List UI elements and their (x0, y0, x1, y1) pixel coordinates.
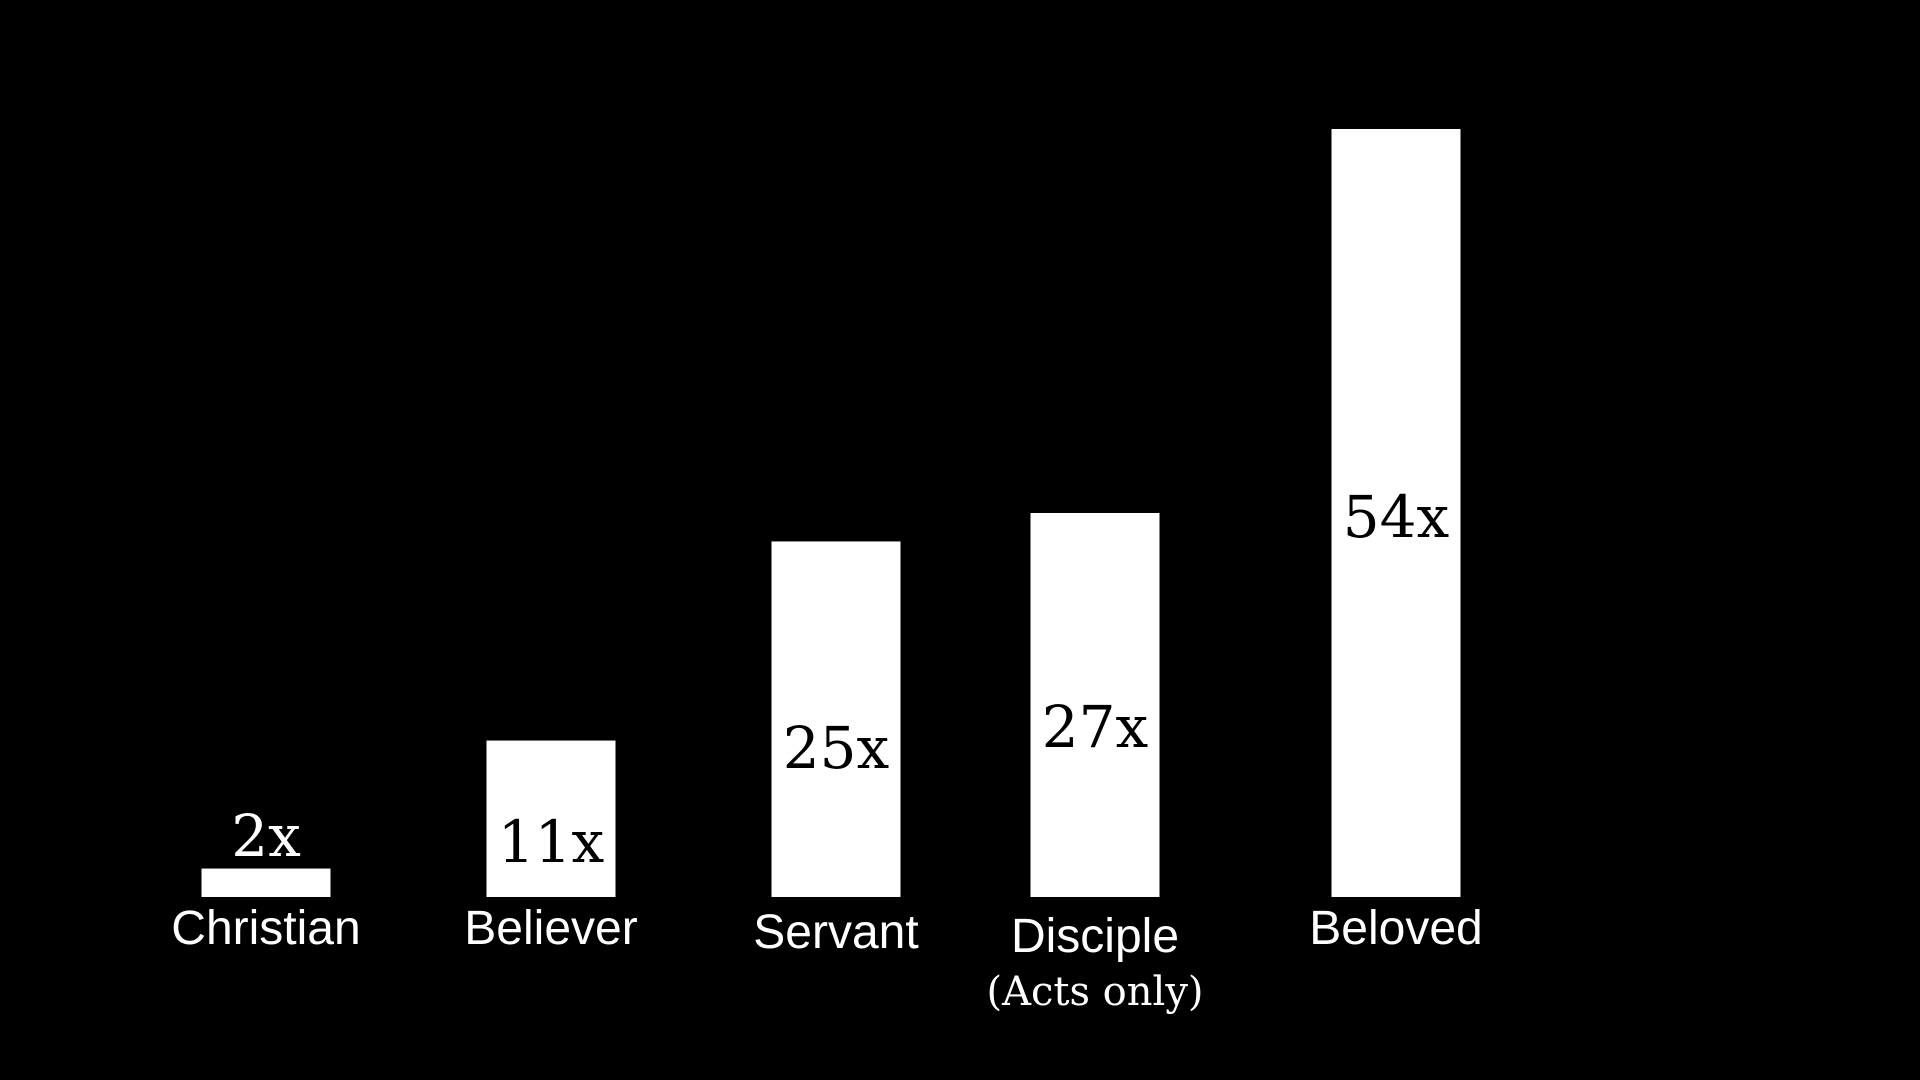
category-note-disciple: (Acts only) (986, 969, 1203, 1015)
bar-beloved (1331, 129, 1461, 897)
data-label-believer: 11x (498, 808, 605, 876)
bar-servant (771, 541, 901, 897)
category-label-servant: Servant (753, 906, 918, 959)
data-label-servant: 25x (783, 714, 890, 782)
category-label-disciple: Disciple (1011, 910, 1179, 963)
bar-disciple (1030, 513, 1160, 897)
value-labels-group: 2x 11x 25x 27x 54x (231, 483, 1449, 876)
bars-group (201, 129, 1461, 897)
data-label-christian: 2x (231, 802, 301, 870)
bar-believer (486, 740, 616, 897)
category-label-christian: Christian (171, 902, 360, 955)
bar-christian (201, 868, 331, 897)
data-label-beloved: 54x (1343, 483, 1450, 551)
category-label-believer: Believer (464, 902, 637, 955)
data-label-disciple: 27x (1042, 693, 1149, 761)
category-labels-group: Christian Believer Servant Disciple (Acts on… (171, 902, 1482, 1015)
category-label-beloved: Beloved (1309, 902, 1482, 955)
